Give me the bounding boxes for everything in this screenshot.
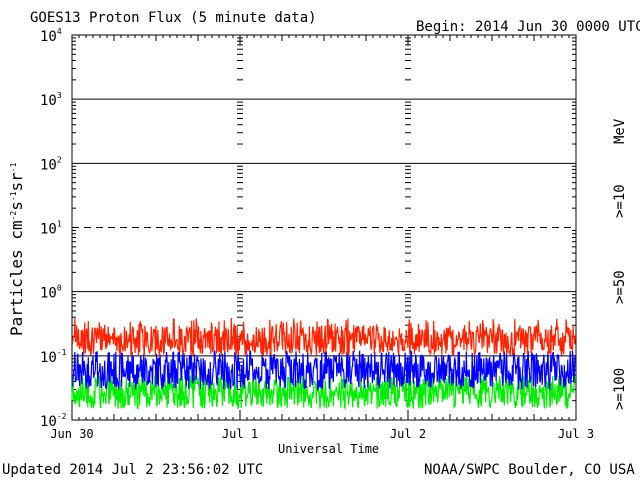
y-axis-label: Particles cm-2s-1sr-1 [7,162,26,336]
y-tick-label: 100 [40,284,62,302]
y-tick-labels: 10-2 10-1 100 101 102 103 104 [40,27,67,430]
legend-series-100: >=100 [612,368,628,410]
y-tick-label: 10-2 [40,412,67,430]
y-tick-label: 104 [40,27,62,45]
x-tick-labels: Jun 30 Jul 1 Jul 2 Jul 3 [50,427,594,441]
series-layer [71,317,576,411]
legend-unit: MeV [612,118,628,144]
legend-series-50: >=50 [612,270,628,304]
chart-title: GOES13 Proton Flux (5 minute data) [30,10,317,26]
y-tick-label: 102 [40,155,62,173]
y-tick-label: 103 [40,91,62,109]
series-line-ge10 [71,317,576,357]
x-axis-label: Universal Time [278,442,379,456]
y-tick-label: 10-1 [40,348,67,366]
legend-series-10: >=10 [612,184,628,218]
updated-timestamp: Updated 2014 Jul 2 23:56:02 UTC [2,462,263,478]
series-line-ge50 [71,349,576,391]
x-tick-label: Jul 1 [222,427,258,441]
x-tick-label: Jul 2 [390,427,426,441]
x-tick-label: Jun 30 [50,427,93,441]
x-tick-label: Jul 3 [558,427,594,441]
y-tick-label: 101 [40,220,62,238]
begin-label: Begin: 2014 Jun 30 0000 UTC [416,19,640,35]
source-credit: NOAA/SWPC Boulder, CO USA [424,462,635,478]
grid-lines [72,98,576,357]
